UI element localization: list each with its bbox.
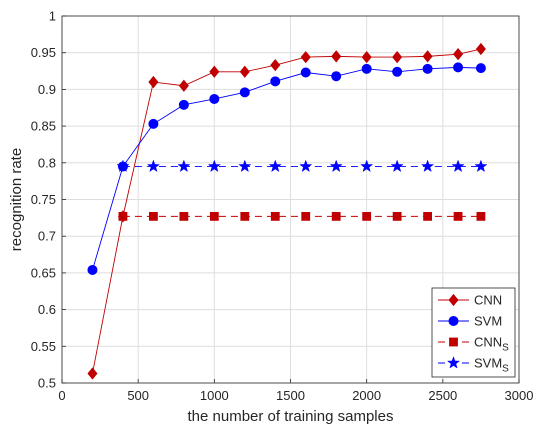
data-point-diamond	[178, 79, 189, 92]
series-cnns	[118, 211, 486, 221]
data-point-star	[299, 159, 313, 173]
plot-frame	[61, 15, 520, 384]
x-axis-label: the number of training samples	[188, 408, 394, 425]
x-tick-labels: 0 500 1000 1500 2000 2500 3000	[58, 388, 533, 403]
data-point-star	[474, 159, 488, 173]
legend-item: SVM	[438, 314, 502, 329]
data-point-diamond	[422, 50, 433, 63]
y-tick-label: 0.55	[31, 339, 56, 354]
data-point-square	[270, 211, 280, 221]
data-point-circle	[300, 67, 311, 78]
data-point-diamond	[331, 50, 342, 63]
data-point-diamond	[209, 65, 220, 78]
x-tick-label: 1000	[200, 388, 229, 403]
x-tick-label: 500	[127, 388, 149, 403]
data-point-square	[118, 211, 128, 221]
x-tick-label: 2000	[352, 388, 381, 403]
data-point-star	[451, 159, 465, 173]
data-point-circle	[87, 264, 98, 275]
data-point-square	[331, 211, 341, 221]
data-point-diamond	[475, 42, 486, 56]
data-point-diamond	[270, 59, 281, 72]
data-point-diamond	[361, 50, 372, 64]
data-point-star	[207, 159, 221, 173]
legend-marker-square	[449, 337, 458, 347]
data-point-square	[209, 211, 219, 221]
y-tick-label: 0.85	[31, 119, 56, 134]
data-point-square	[392, 211, 402, 221]
x-tick-label: 1500	[276, 388, 305, 403]
data-point-circle	[392, 66, 403, 77]
data-point-square	[423, 211, 433, 221]
data-point-star	[177, 159, 191, 173]
data-point-circle	[178, 99, 189, 110]
y-tick-label: 0.9	[38, 82, 56, 97]
legend-item: CNN	[438, 293, 502, 308]
y-tick-labels: 0.5 0.55 0.6 0.65 0.7 0.75 0.8 0.85 0.9 0.95 1	[31, 9, 56, 391]
x-tick-label: 0	[58, 388, 65, 403]
data-point-square	[476, 211, 486, 221]
legend-label: SVM	[474, 314, 502, 329]
data-point-square	[240, 211, 250, 221]
data-point-circle	[453, 62, 464, 73]
legend-label: CNN	[474, 293, 502, 308]
y-tick-label: 0.7	[38, 229, 56, 244]
x-tick-label: 2500	[428, 388, 457, 403]
legend-box	[431, 287, 516, 378]
data-point-diamond	[239, 65, 250, 78]
data-point-star	[116, 159, 130, 173]
legend: CNN SVM CNNS SVMS	[431, 287, 516, 378]
data-point-star	[420, 159, 435, 173]
data-point-diamond	[148, 75, 159, 89]
y-axis-label: recognition rate	[8, 148, 25, 251]
y-tick-label: 0.65	[31, 265, 56, 280]
legend-marker-circle	[448, 315, 459, 326]
y-tick-label: 0.95	[31, 45, 56, 60]
data-point-circle	[239, 87, 250, 98]
legend-item: CNNS	[438, 335, 509, 354]
data-point-star	[360, 159, 374, 173]
y-tick-label: 1	[49, 9, 56, 24]
data-point-star	[146, 159, 161, 173]
series-cnn	[87, 42, 486, 380]
series-line	[92, 48, 482, 374]
data-point-diamond	[392, 50, 403, 64]
legend-marker-star	[446, 356, 461, 369]
data-point-square	[148, 211, 158, 221]
data-point-square	[362, 211, 372, 221]
data-point-circle	[331, 71, 342, 82]
data-point-circle	[148, 118, 159, 129]
data-point-square	[301, 211, 311, 221]
x-tick-label: 3000	[505, 388, 534, 403]
legend-marker-diamond	[448, 293, 459, 307]
data-point-circle	[270, 76, 281, 87]
series-svms	[116, 159, 488, 173]
data-point-square	[453, 211, 463, 221]
data-point-circle	[475, 63, 486, 74]
y-tick-label: 0.8	[38, 155, 56, 170]
data-point-square	[179, 211, 189, 221]
data-point-star	[390, 159, 404, 173]
data-point-star	[268, 159, 282, 173]
data-point-star	[238, 159, 252, 173]
legend-label: CNNS	[474, 335, 509, 354]
y-tick-label: 0.75	[31, 192, 56, 207]
data-point-circle	[209, 93, 220, 104]
series-line	[92, 66, 481, 271]
y-tick-label: 0.5	[38, 376, 56, 391]
series-svm	[87, 62, 486, 275]
data-point-diamond	[453, 48, 464, 61]
data-point-circle	[361, 63, 372, 74]
y-tick-label: 0.6	[38, 302, 56, 317]
data-point-circle	[422, 63, 433, 74]
legend-label: SVMS	[474, 356, 509, 375]
data-point-diamond	[300, 50, 311, 64]
series-layer	[87, 42, 488, 380]
legend-item: SVMS	[438, 356, 509, 375]
data-point-star	[329, 159, 343, 173]
data-point-diamond	[87, 367, 98, 380]
